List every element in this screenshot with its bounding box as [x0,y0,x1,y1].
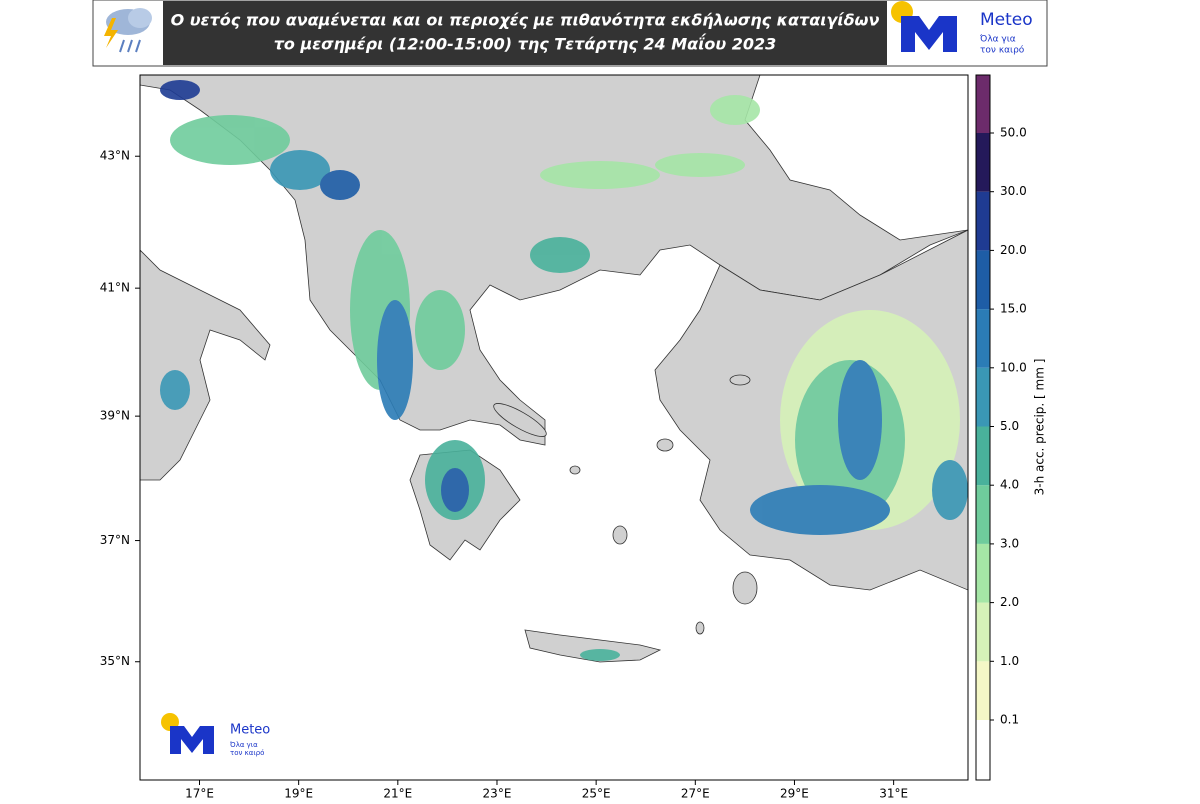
logo-tagline: Όλα για [229,741,258,749]
title-line: το μεσημέρι (12:00-15:00) της Τετάρτης 2… [274,34,777,54]
logo-tagline: τον καιρό [980,45,1025,56]
x-tick-label: 23°E [483,787,512,801]
colorbar-tick-label: 30.0 [1000,184,1027,198]
colorbar-band [976,720,990,780]
colorbar-tick-label: 15.0 [1000,302,1027,316]
map-logo [161,713,214,754]
colorbar-tick-label: 20.0 [1000,243,1027,257]
title-line: Ο υετός που αναμένεται και οι περιοχές μ… [171,11,880,30]
colorbar-tick-label: 5.0 [1000,419,1019,433]
colorbar-band [976,543,990,603]
y-tick-label: 43°N [100,149,130,163]
x-tick-label: 21°E [383,787,412,801]
y-tick-label: 35°N [100,654,130,668]
x-tick-label: 31°E [879,787,908,801]
colorbar-tick-label: 10.0 [1000,360,1027,374]
header-band [163,1,887,65]
colorbar-label: 3-h acc. precip. [ mm ] [1033,359,1047,496]
colorbar-tick-label: 4.0 [1000,478,1019,492]
x-tick-label: 19°E [284,787,313,801]
logo-name: Meteo [230,723,270,738]
weather-icon [104,8,152,53]
y-tick-label: 37°N [100,533,130,547]
x-tick-label: 17°E [185,787,214,801]
colorbar-frame [975,74,991,781]
colorbar-band [976,661,990,720]
y-tick-label: 41°N [100,281,130,295]
map-frame [139,74,969,781]
x-tick-label: 25°E [582,787,611,801]
colorbar-band [976,133,990,192]
colorbar-band [976,602,990,662]
x-tick-label: 29°E [780,787,809,801]
colorbar-tick-label: 2.0 [1000,595,1019,609]
x-tick-label: 27°E [681,787,710,801]
colorbar-band [976,309,990,368]
colorbar-band [976,75,990,133]
colorbar-tick-label: 1.0 [1000,654,1019,668]
colorbar-tick-label: 0.1 [1000,713,1019,727]
map-layer: Meteo Όλα για τον καιρό [140,75,968,780]
logo-tagline: τον καιρό [230,749,264,757]
header-logo [891,1,957,52]
colorbar-band [976,250,990,310]
logo-name: Meteo [980,10,1033,30]
colorbar-tick-label: 3.0 [1000,536,1019,550]
colorbar-band [976,485,990,544]
colorbar-band [976,191,990,251]
colorbar-band [976,367,990,427]
colorbar-band [976,426,990,486]
y-tick-label: 39°N [100,409,130,423]
precip-areas [160,80,968,661]
colorbar-tick-label: 50.0 [1000,126,1027,140]
colorbar: 0.1 1.0 2.0 3.0 4.0 5.0 10.0 15.0 20.0 30.0 50.0 [975,74,1027,781]
logo-tagline: Όλα για [979,34,1016,45]
